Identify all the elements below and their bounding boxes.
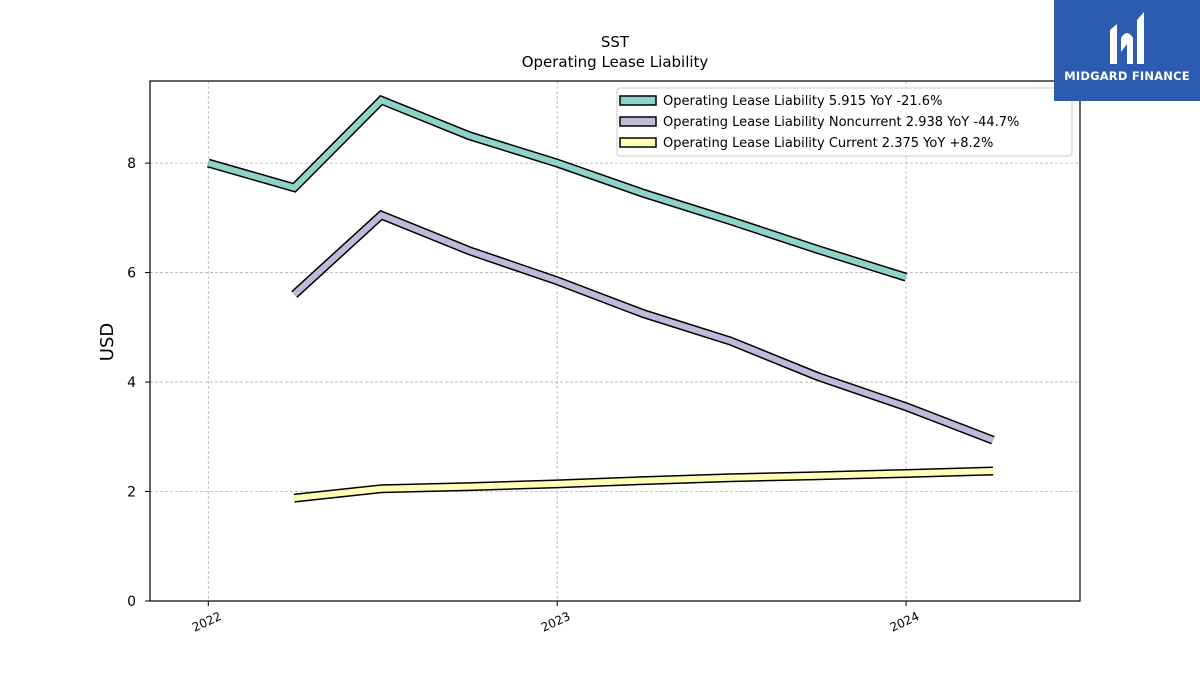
grid bbox=[150, 81, 1080, 602]
legend-swatch bbox=[619, 116, 657, 127]
series-outline-2 bbox=[291, 209, 995, 445]
y-axis-label: USD bbox=[97, 323, 118, 361]
series-line-3 bbox=[293, 468, 994, 502]
legend: Operating Lease Liability 5.915 YoY -21.… bbox=[616, 87, 1073, 157]
legend-swatch bbox=[619, 137, 657, 148]
legend-box bbox=[616, 87, 1073, 157]
x-tick-label: 2024 bbox=[888, 609, 922, 635]
axis-ticks: 0 2 4 6 8 2022 2023 2024 bbox=[127, 156, 921, 635]
chart-title: SST bbox=[601, 33, 630, 51]
legend-entry: Operating Lease Liability 5.915 YoY -21.… bbox=[663, 94, 942, 109]
y-tick-label: 8 bbox=[127, 156, 136, 172]
plot-frame bbox=[149, 80, 1081, 602]
chart-subtitle: Operating Lease Liability bbox=[522, 53, 709, 71]
y-tick-label: 2 bbox=[127, 485, 136, 501]
series-lines bbox=[207, 94, 995, 503]
brand-name: MIDGARD FINANCE bbox=[1064, 69, 1190, 83]
legend-swatch bbox=[619, 95, 657, 106]
logo-mark-icon bbox=[1110, 12, 1144, 64]
y-tick-label: 0 bbox=[127, 594, 136, 610]
brand-logo: MIDGARD FINANCE bbox=[1054, 0, 1200, 101]
y-tick-label: 4 bbox=[127, 375, 136, 391]
y-tick-label: 6 bbox=[127, 266, 136, 282]
legend-entry: Operating Lease Liability Noncurrent 2.9… bbox=[663, 115, 1019, 130]
series-line-1 bbox=[207, 96, 907, 281]
series-line-2 bbox=[292, 211, 995, 443]
legend-entry: Operating Lease Liability Current 2.375 … bbox=[663, 136, 993, 151]
x-tick-label: 2022 bbox=[190, 609, 224, 635]
x-tick-label: 2023 bbox=[539, 609, 573, 635]
